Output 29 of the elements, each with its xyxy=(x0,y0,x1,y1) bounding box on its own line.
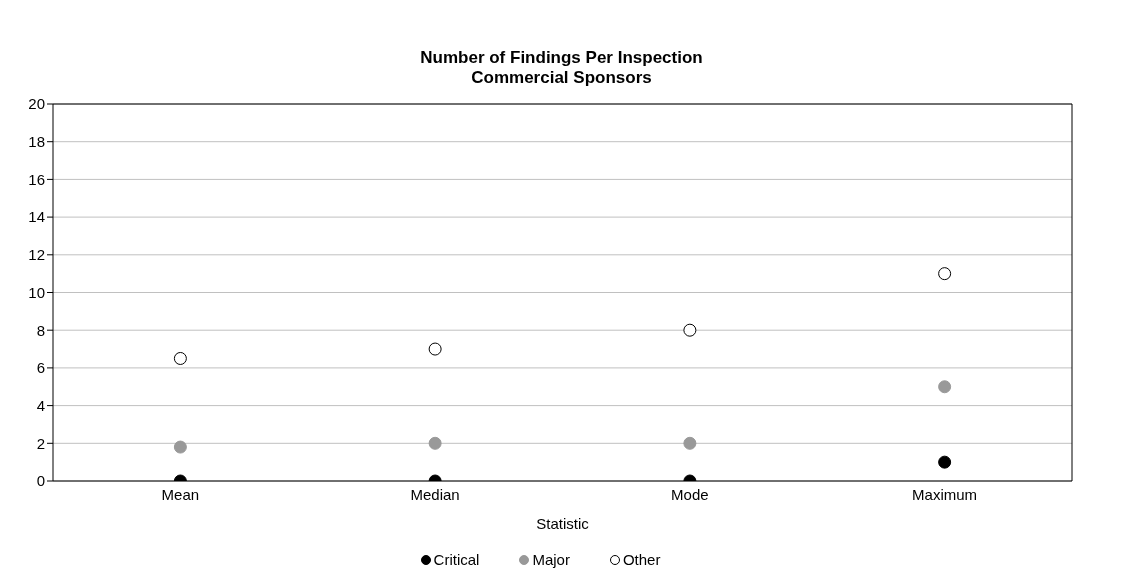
point xyxy=(938,380,952,394)
y-tick-label: 8 xyxy=(36,321,45,339)
x-tick-label: Mean xyxy=(161,485,200,503)
y-tick-label: 4 xyxy=(36,396,45,414)
point xyxy=(938,267,952,281)
x-tick-label: Maximum xyxy=(912,485,978,503)
legend-label: Other xyxy=(621,551,661,568)
point xyxy=(428,436,442,450)
y-tick-label: 14 xyxy=(28,208,45,226)
y-tick-label: 10 xyxy=(28,283,45,301)
x-tick-label: Mode xyxy=(671,485,709,503)
y-tick-label: 0 xyxy=(36,472,45,490)
point xyxy=(173,351,187,365)
point xyxy=(938,455,952,469)
legend-label: Major xyxy=(531,551,570,568)
point xyxy=(428,342,442,356)
point xyxy=(683,323,697,337)
x-tick-label: Median xyxy=(410,485,460,503)
y-tick-label: 18 xyxy=(28,133,45,151)
point xyxy=(173,440,187,454)
legend-label: Critical xyxy=(432,551,480,568)
chart-title: Number of Findings Per Inspection Commercial Sponsors xyxy=(420,48,703,88)
y-tick-label: 20 xyxy=(28,95,45,113)
y-tick-label: 12 xyxy=(28,246,45,264)
y-tick-label: 6 xyxy=(36,359,45,377)
y-tick-label: 2 xyxy=(36,434,45,452)
x-axis-title: Statistic xyxy=(536,515,590,532)
y-tick-label: 16 xyxy=(28,170,45,188)
point xyxy=(683,436,697,450)
